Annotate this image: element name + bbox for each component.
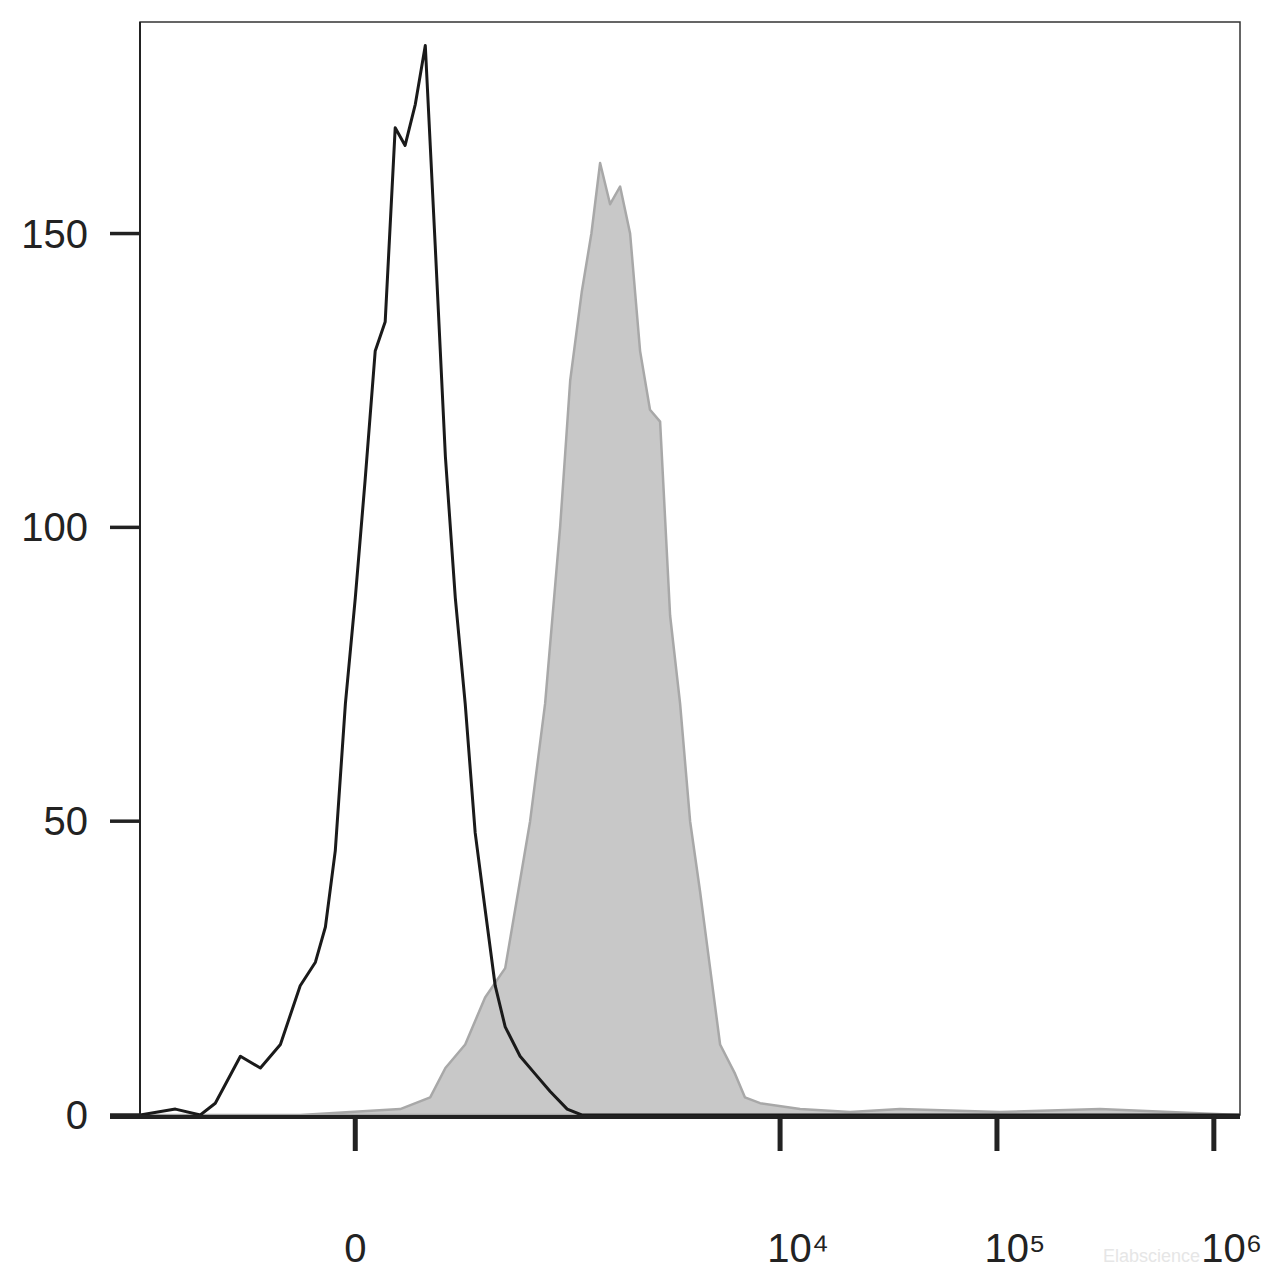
x-tick (1211, 1115, 1216, 1151)
x-tick-label: 10⁵ (984, 1226, 1045, 1270)
x-tick-label: 0 (344, 1226, 366, 1270)
y-tick (110, 819, 140, 823)
x-tick-label: 10⁴ (767, 1226, 829, 1270)
x-tick-label: 10⁶ (1201, 1226, 1261, 1270)
watermark: Elabscience (1103, 1246, 1200, 1266)
y-tick-label: 100 (21, 505, 88, 549)
y-tick (110, 232, 140, 236)
plot-frame (140, 22, 1240, 1115)
y-axis-line (139, 22, 141, 1115)
plot-area (140, 46, 1240, 1116)
y-tick-label: 150 (21, 212, 88, 256)
y-tick-label: 50 (44, 799, 89, 843)
x-tick (778, 1115, 783, 1151)
x-tick (994, 1115, 999, 1151)
x-axis-line (110, 1115, 1240, 1119)
stained-histogram (140, 163, 1240, 1115)
x-tick (353, 1115, 358, 1151)
y-tick-label: 0 (66, 1093, 88, 1137)
chart: 0 10⁴ 10⁵ 10⁶ 0 50 100 150 Elabscience (0, 0, 1261, 1280)
control-histogram (140, 46, 1240, 1116)
y-tick (110, 526, 140, 530)
y-tick (110, 1113, 140, 1117)
